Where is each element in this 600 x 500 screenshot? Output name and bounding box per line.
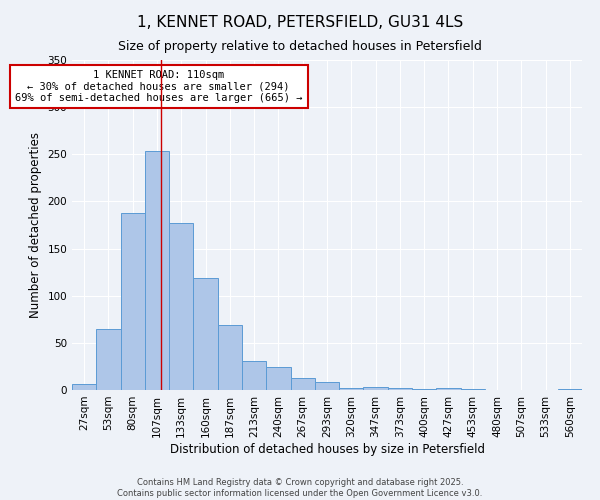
Bar: [121, 212, 145, 390]
Text: 1 KENNET ROAD: 110sqm
← 30% of detached houses are smaller (294)
69% of semi-det: 1 KENNET ROAD: 110sqm ← 30% of detached …: [15, 70, 302, 103]
Bar: [72, 384, 96, 390]
Bar: [290, 378, 315, 390]
Bar: [169, 223, 193, 390]
Bar: [558, 389, 582, 390]
Bar: [388, 388, 412, 390]
Text: Contains HM Land Registry data © Crown copyright and database right 2025.
Contai: Contains HM Land Registry data © Crown c…: [118, 478, 482, 498]
Bar: [461, 389, 485, 390]
Bar: [315, 382, 339, 390]
Bar: [412, 389, 436, 390]
Bar: [193, 278, 218, 390]
Text: Size of property relative to detached houses in Petersfield: Size of property relative to detached ho…: [118, 40, 482, 53]
Bar: [96, 328, 121, 390]
Bar: [436, 388, 461, 390]
Bar: [266, 368, 290, 390]
Bar: [364, 387, 388, 390]
X-axis label: Distribution of detached houses by size in Petersfield: Distribution of detached houses by size …: [170, 442, 485, 456]
Bar: [145, 150, 169, 390]
Bar: [218, 325, 242, 390]
Bar: [242, 361, 266, 390]
Y-axis label: Number of detached properties: Number of detached properties: [29, 132, 42, 318]
Text: 1, KENNET ROAD, PETERSFIELD, GU31 4LS: 1, KENNET ROAD, PETERSFIELD, GU31 4LS: [137, 15, 463, 30]
Bar: [339, 388, 364, 390]
